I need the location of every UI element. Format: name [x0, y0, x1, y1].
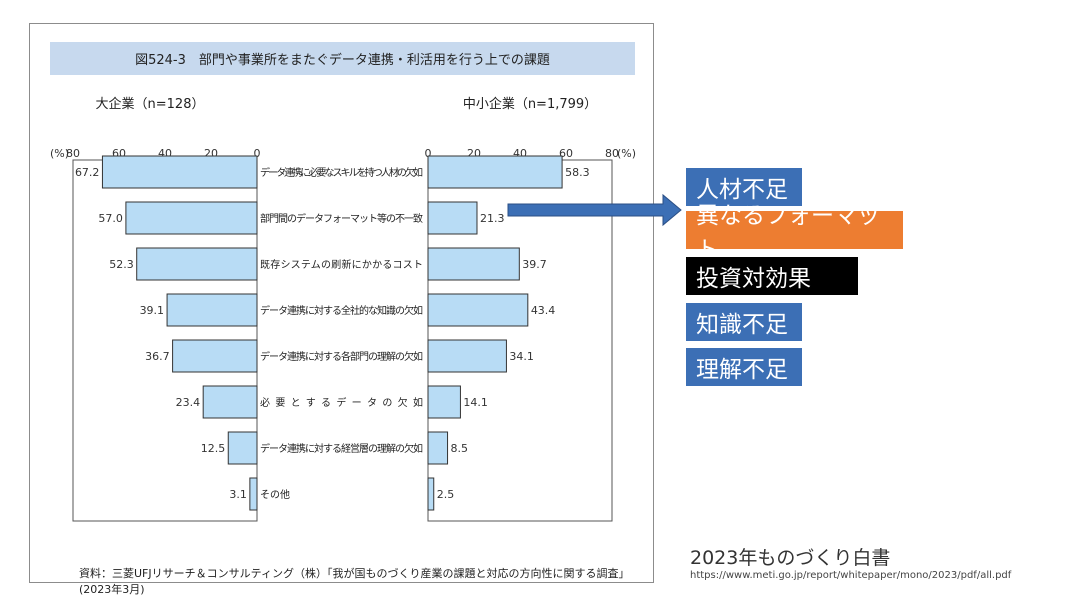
category-label: その他 [260, 488, 290, 501]
right-series-name: 中小企業（n=1,799） [463, 96, 597, 112]
issue-tag: 人材不足 [686, 168, 802, 206]
left-bar [172, 339, 258, 373]
book-url[interactable]: https://www.meti.go.jp/report/whitepaper… [690, 570, 1012, 581]
left-tick-label: 80 [66, 147, 80, 160]
category-label: データ連携に対する経営層の理解の欠如 [260, 442, 423, 455]
right-value-label: 2.5 [437, 488, 455, 501]
left-value-label: 36.7 [145, 350, 170, 363]
figure-source: 資料：三菱UFJリサーチ＆コンサルティング（株）「我が国ものづくり産業の課題と対… [79, 567, 630, 596]
left-value-label: 57.0 [98, 212, 123, 225]
right-bar [427, 247, 520, 281]
figure-title: 図524-3 部門や事業所をまたぐデータ連携・利活用を行う上での課題 [50, 42, 635, 75]
right-bar [427, 201, 478, 235]
book-title: 2023年ものづくり白書 [690, 547, 891, 569]
right-bar [427, 477, 435, 511]
left-bar [101, 155, 258, 189]
left-unit-label: (%) [50, 147, 69, 160]
left-value-label: 52.3 [109, 258, 134, 271]
left-value-label: 3.1 [229, 488, 247, 501]
left-series-name: 大企業（n=128） [96, 96, 205, 112]
left-value-label: 39.1 [140, 304, 165, 317]
category-label: 部門間のデータフォーマット等の不一致 [260, 212, 423, 225]
category-label: データ連携に対する各部門の理解の欠如 [260, 350, 423, 363]
figure-frame: 図524-3 部門や事業所をまたぐデータ連携・利活用を行う上での課題 資料：三菱… [29, 23, 654, 596]
category-label: 既存システムの刷新にかかるコスト [260, 258, 423, 271]
issue-tag: 理解不足 [686, 348, 802, 386]
left-value-label: 23.4 [176, 396, 201, 409]
left-tick-label: 0 [254, 147, 261, 160]
right-value-label: 8.5 [451, 442, 469, 455]
right-value-label: 14.1 [463, 396, 488, 409]
issue-tag: 投資対効果 [686, 257, 858, 295]
left-bar [166, 293, 258, 327]
right-value-label: 34.1 [509, 350, 534, 363]
right-bar [427, 431, 449, 465]
right-value-label: 39.7 [522, 258, 547, 271]
left-bar [125, 201, 258, 235]
issue-tag: 知識不足 [686, 303, 802, 341]
right-bar [427, 293, 529, 327]
left-bar [249, 477, 258, 511]
left-bar [136, 247, 258, 281]
left-bar [202, 385, 258, 419]
right-value-label: 43.4 [531, 304, 556, 317]
left-bar [227, 431, 258, 465]
right-tick-label: 80 [605, 147, 619, 160]
category-label: データ連携に必要なスキルを持つ人材の欠如 [260, 166, 423, 179]
left-value-label: 12.5 [201, 442, 226, 455]
left-value-label: 67.2 [75, 166, 100, 179]
category-label: 必要とするデータの欠如 [260, 396, 423, 409]
right-value-label: 21.3 [480, 212, 505, 225]
right-bar [427, 385, 461, 419]
right-bar [427, 155, 563, 189]
right-bar [427, 339, 507, 373]
right-unit-label: (%) [617, 147, 636, 160]
category-label: データ連携に対する全社的な知識の欠如 [260, 304, 423, 317]
right-value-label: 58.3 [565, 166, 590, 179]
right-tick-label: 0 [425, 147, 432, 160]
issue-tag: 異なるフォーマット [686, 203, 903, 263]
format-arrow [507, 193, 682, 227]
